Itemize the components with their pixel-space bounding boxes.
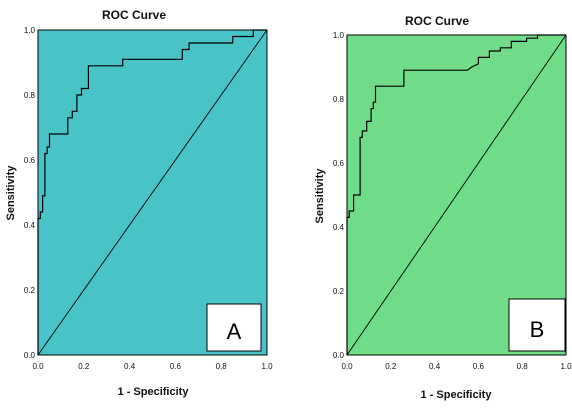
x-tick-labels: 0.0 0.2 0.4 0.6 0.8 1.0: [341, 362, 572, 371]
x-tick-labels: 0.0 0.2 0.4 0.6 0.8 1.0: [32, 362, 273, 371]
y-axis-label: Sensitivity: [314, 168, 326, 224]
x-tick-label: 0.0: [32, 362, 44, 371]
x-tick-label: 0.2: [385, 362, 397, 371]
y-tick-label: 1.0: [24, 26, 36, 35]
y-tick-label: 0.2: [333, 287, 345, 296]
y-tick-labels: 0.0 0.2 0.4 0.6 0.8 1.0: [333, 31, 345, 360]
panel-label-box: [508, 298, 566, 352]
y-tick-label: 1.0: [333, 31, 345, 40]
y-tick-label: 0.0: [24, 351, 36, 360]
y-axis-label: Sensitivity: [5, 165, 17, 221]
x-tick-label: 0.8: [517, 362, 529, 371]
reference-line: [37, 29, 268, 356]
x-tick-label: 0.4: [124, 362, 136, 371]
y-tick-labels: 0.0 0.2 0.4 0.6 0.8 1.0: [24, 26, 36, 360]
panel-label: A: [227, 319, 242, 344]
chart-title: ROC Curve: [102, 8, 166, 22]
y-tick-label: 0.8: [333, 95, 345, 104]
roc-curve-line: [37, 29, 267, 355]
chart-title: ROC Curve: [405, 14, 469, 28]
chart-panel-b: ROC Curve 0.0 0.2 0.4 0.6 0.8 1.0 0.00.20.40.…: [314, 14, 572, 401]
y-tick-label: 0.2: [24, 286, 36, 295]
x-tick-label: 0.6: [473, 362, 485, 371]
x-axis-label: 1 - Specificity: [118, 386, 190, 398]
panel-label-box: [206, 303, 262, 352]
x-tick-label: 0.8: [216, 362, 228, 371]
y-tick-label: 0.8: [24, 91, 36, 100]
roc-curve-line: [346, 34, 566, 355]
y-tick-label: 0.6: [333, 159, 345, 168]
y-tick-label: 0.6: [24, 156, 36, 165]
y-tick-label: 0.4: [333, 223, 345, 232]
x-tick-label: 0.6: [170, 362, 182, 371]
y-tick-label: 0.0: [333, 351, 345, 360]
x-tick-label: 0.0: [341, 362, 353, 371]
x-axis-label: 1 - Specificity: [421, 389, 493, 401]
x-tick-label: 1.0: [560, 362, 572, 371]
panel-label: B: [530, 317, 545, 342]
reference-line: [346, 34, 567, 356]
x-tick-label: 1.0: [261, 362, 273, 371]
x-tick-label: 0.4: [429, 362, 441, 371]
x-tick-label: 0.2: [78, 362, 90, 371]
y-tick-label: 0.4: [24, 221, 36, 230]
chart-panel-a: ROC Curve 0.0 0.2 0.4 0.6 0.8 1.0 0.00.20.40.…: [5, 8, 273, 398]
